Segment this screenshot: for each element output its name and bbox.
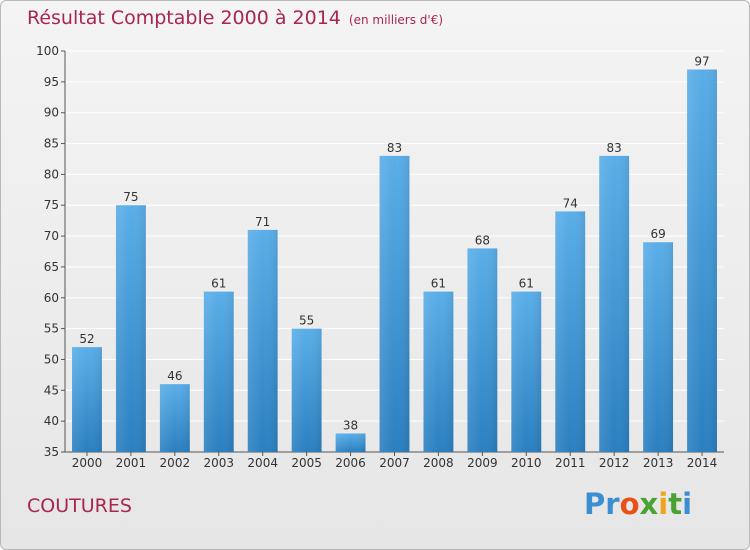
- bar-shade: [643, 242, 674, 452]
- y-tick-label: 75: [44, 198, 59, 212]
- logo-letter: P: [584, 487, 606, 521]
- data-label: 52: [79, 332, 94, 346]
- y-tick-label: 90: [44, 106, 59, 120]
- x-tick-label: 2009: [467, 456, 498, 470]
- bar-shade: [203, 291, 234, 452]
- chart-title: Résultat Comptable 2000 à 2014 (en millie…: [27, 7, 443, 29]
- x-tick-label: 2010: [511, 456, 542, 470]
- x-tick-label: 2012: [599, 456, 630, 470]
- x-tick-label: 2004: [247, 456, 278, 470]
- logo-letter: i: [658, 487, 669, 521]
- data-label: 74: [563, 196, 578, 210]
- data-label: 61: [519, 277, 534, 291]
- y-tick-label: 95: [44, 75, 59, 89]
- logo-letter: x: [639, 487, 659, 521]
- x-tick-label: 2007: [379, 456, 410, 470]
- y-tick-label: 60: [44, 291, 59, 305]
- x-tick-label: 2008: [423, 456, 454, 470]
- data-label: 83: [387, 141, 402, 155]
- bar-shade: [379, 155, 410, 452]
- y-tick-label: 65: [44, 260, 59, 274]
- data-label: 68: [475, 233, 490, 247]
- bar-shade: [511, 291, 542, 452]
- logo-letter: o: [619, 487, 640, 521]
- bar-shade: [687, 69, 717, 452]
- y-tick-label: 55: [44, 322, 59, 336]
- data-label: 46: [167, 369, 182, 383]
- bar-shade: [599, 155, 630, 452]
- x-tick-label: 2005: [291, 456, 322, 470]
- x-tick-label: 2013: [643, 456, 674, 470]
- logo-letter: r: [605, 487, 620, 521]
- bar-shade: [115, 205, 146, 452]
- y-tick-label: 80: [44, 167, 59, 181]
- x-tick-label: 2006: [335, 456, 366, 470]
- y-tick-label: 45: [44, 383, 59, 397]
- y-tick-label: 35: [44, 445, 59, 459]
- data-label: 61: [211, 277, 226, 291]
- data-label: 69: [650, 227, 665, 241]
- bar-shade: [467, 248, 498, 452]
- logo-letter: i: [682, 487, 693, 521]
- y-tick-label: 100: [36, 44, 59, 58]
- data-label: 75: [123, 190, 138, 204]
- logo-letter: t: [668, 487, 683, 521]
- bar-shade: [159, 384, 190, 452]
- data-label: 71: [255, 215, 270, 229]
- bar-shade: [423, 291, 454, 452]
- y-tick-label: 85: [44, 137, 59, 151]
- bar-shade: [72, 347, 102, 452]
- bar-shade: [247, 229, 278, 452]
- data-label: 61: [431, 277, 446, 291]
- x-tick-label: 2001: [116, 456, 147, 470]
- value-labels: 52 75 46 61 71 55 38 83 61 68 61 74 83 69 97: [79, 55, 709, 433]
- bar-shade: [555, 211, 586, 452]
- data-label: 83: [607, 141, 622, 155]
- chart-unit: (en milliers d'€): [348, 13, 444, 27]
- x-tick-label: 2011: [555, 456, 586, 470]
- proxiti-logo: Proxiti: [584, 487, 692, 521]
- bar-shade: [335, 433, 366, 452]
- y-tick-label: 40: [44, 414, 59, 428]
- x-tick-label: 2014: [687, 456, 718, 470]
- x-tick-label: 2002: [160, 456, 191, 470]
- place-name: COUTURES: [27, 495, 132, 517]
- y-tick-label: 70: [44, 229, 59, 243]
- data-label: 38: [343, 418, 358, 432]
- x-tick-label: 2003: [203, 456, 234, 470]
- bar-shade: [291, 328, 322, 452]
- y-tick-label: 50: [44, 352, 59, 366]
- data-label: 55: [299, 314, 314, 328]
- bars: [72, 69, 717, 452]
- chart-title-text: Résultat Comptable 2000 à 2014: [27, 7, 341, 29]
- x-tick-label: 2000: [72, 456, 103, 470]
- data-label: 97: [694, 55, 709, 69]
